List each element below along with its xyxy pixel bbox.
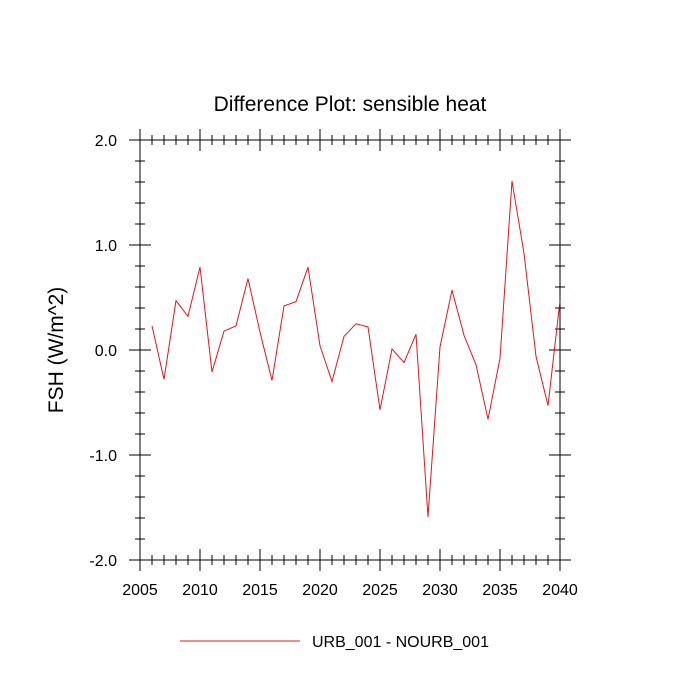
- major-ticks: [129, 129, 571, 571]
- y-axis-label: FSH (W/m^2): [45, 287, 68, 414]
- x-tick-label: 2025: [362, 582, 398, 599]
- y-tick-label: 2.0: [95, 133, 117, 150]
- x-tick-label: 2030: [422, 582, 458, 599]
- plot-frame: [139, 139, 561, 561]
- y-tick-label: -1.0: [89, 448, 117, 465]
- y-tick-label: -2.0: [89, 553, 117, 570]
- x-tick-label: 2005: [122, 582, 158, 599]
- y-tick-label: 0.0: [95, 343, 117, 360]
- x-tick-label: 2035: [482, 582, 518, 599]
- y-tick-labels: -2.0 -1.0 0.0 1.0 2.0: [89, 133, 117, 570]
- x-tick-label: 2010: [182, 582, 218, 599]
- x-tick-label: 2020: [302, 582, 338, 599]
- chart-title: Difference Plot: sensible heat: [214, 93, 487, 116]
- x-tick-label: 2015: [242, 582, 278, 599]
- legend: URB_001 - NOURB_001: [180, 634, 489, 651]
- y-tick-label: 1.0: [95, 238, 117, 255]
- series-line-urb-001-nourb-001: [151, 180, 561, 517]
- x-tick-labels: 2005 2010 2015 2020 2025 2030 2035 2040: [122, 582, 578, 599]
- x-tick-label: 2040: [542, 582, 578, 599]
- legend-label: URB_001 - NOURB_001: [312, 634, 489, 651]
